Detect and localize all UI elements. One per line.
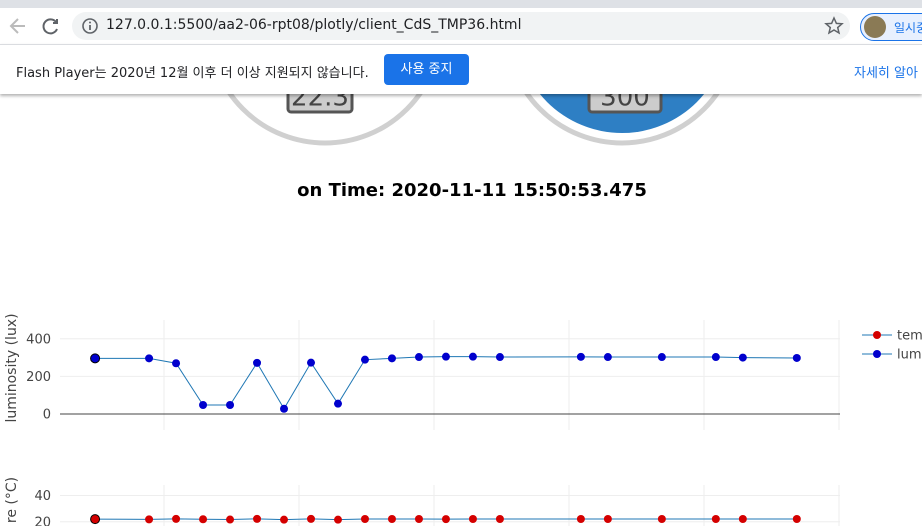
data-point — [603, 514, 612, 523]
infobar-message: Flash Player는 2020년 12월 이후 더 이상 지원되지 않습니… — [16, 66, 369, 81]
data-point — [307, 358, 316, 367]
nav-buttons — [9, 18, 58, 35]
data-point — [441, 515, 450, 524]
browser-toolbar: 127.0.0.1:5500/aa2-06-rpt08/plotly/clien… — [0, 0, 922, 44]
data-point — [226, 400, 235, 409]
data-point — [280, 404, 289, 413]
data-point — [333, 515, 342, 524]
learn-more-link[interactable]: 자세히 알아 — [854, 66, 918, 81]
data-point — [199, 400, 208, 409]
data-point — [414, 514, 423, 523]
data-point — [172, 359, 181, 368]
data-point — [495, 514, 504, 523]
series-line — [95, 356, 797, 410]
data-point — [253, 358, 262, 367]
back-button[interactable] — [9, 18, 25, 34]
data-point — [711, 353, 720, 362]
y-axis-label: re (°C) — [4, 477, 20, 523]
data-point — [90, 353, 101, 364]
disable-button[interactable]: 사용 중지 — [384, 54, 469, 85]
data-point — [387, 514, 396, 523]
data-point — [738, 353, 747, 362]
data-point — [333, 399, 342, 408]
y-tick-label: 40 — [34, 489, 51, 504]
time-label: on Time: 2020-11-11 15:50:53.475 — [297, 180, 647, 201]
address-bar[interactable] — [72, 12, 850, 40]
infobar: Flash Player는 2020년 12월 이후 더 이상 지원되지 않습니… — [0, 44, 922, 94]
y-tick-label: 0 — [43, 408, 51, 423]
legend: tem lumi — [862, 329, 922, 363]
data-point — [414, 353, 423, 362]
data-point — [792, 353, 801, 362]
data-point — [145, 515, 154, 524]
data-point — [360, 514, 369, 523]
data-point — [90, 514, 101, 525]
data-point — [603, 353, 612, 362]
data-point — [307, 514, 316, 523]
info-icon[interactable] — [80, 16, 100, 36]
data-point — [280, 515, 289, 524]
data-point — [657, 353, 666, 362]
data-point — [495, 353, 504, 362]
data-point — [253, 514, 262, 523]
data-point — [792, 514, 801, 523]
y-tick-label: 20 — [34, 515, 51, 526]
y-tick-label: 400 — [26, 332, 51, 347]
profile-label: 일시중 — [894, 21, 922, 35]
data-point — [172, 514, 181, 523]
data-point — [145, 354, 154, 363]
data-point — [711, 514, 720, 523]
data-point — [360, 355, 369, 364]
data-point — [576, 514, 585, 523]
data-point — [441, 352, 450, 361]
y-axis-label: luminosity (lux) — [4, 313, 20, 422]
y-tick-label: 200 — [26, 370, 51, 385]
data-point — [657, 514, 666, 523]
data-point — [468, 352, 477, 361]
legend-label: lumi — [897, 348, 922, 363]
data-point — [199, 515, 208, 524]
profile-button[interactable]: 일시중 — [860, 13, 922, 41]
bookmark-star[interactable] — [824, 16, 844, 36]
tab-strip — [0, 0, 922, 8]
data-point — [226, 515, 235, 524]
data-point — [576, 352, 585, 361]
data-point — [738, 514, 747, 523]
data-point — [387, 354, 396, 363]
data-point — [468, 514, 477, 523]
url: 127.0.0.1:5500/aa2-06-rpt08/plotly/clien… — [106, 17, 522, 33]
legend-label: tem — [897, 329, 922, 344]
reload-button[interactable] — [42, 18, 58, 35]
